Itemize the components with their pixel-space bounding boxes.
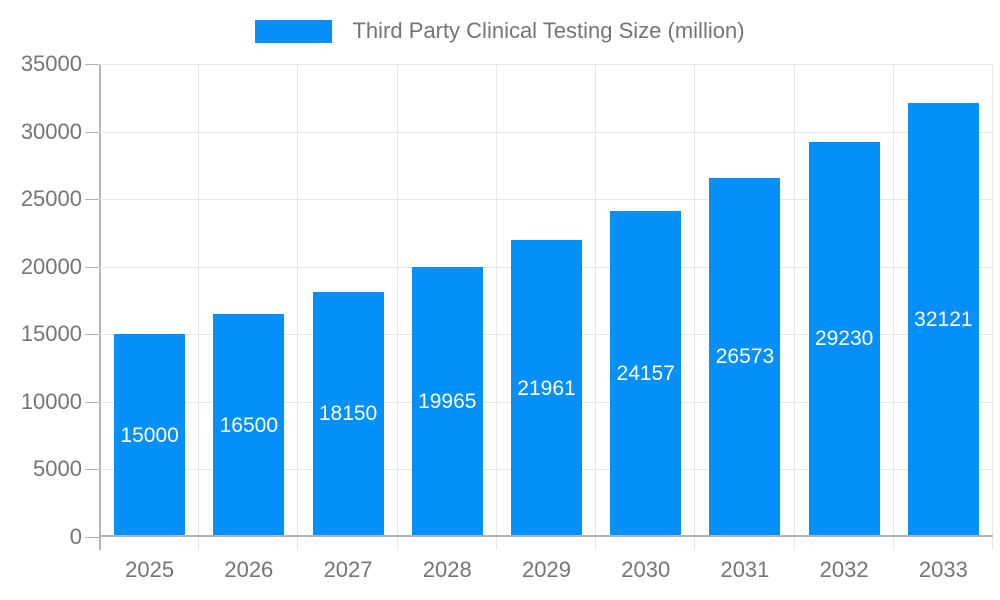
y-axis-tick (85, 401, 100, 403)
plot-area: 15000 16500 18150 19965 21961 24157 26573 29230… (100, 64, 993, 550)
x-axis-label: 2030 (621, 557, 671, 582)
bar-2029: 21961 (511, 240, 582, 537)
x-axis-label: 2025 (125, 557, 175, 582)
y-axis-label: 20000 (20, 253, 82, 279)
bar-value-label: 32121 (914, 307, 973, 331)
legend-label: Third Party Clinical Testing Size (milli… (352, 18, 745, 43)
h-gridline (100, 64, 993, 65)
y-axis-tick (85, 131, 100, 133)
v-gridline (297, 64, 299, 550)
bar-value-label: 29230 (814, 327, 874, 351)
y-axis-label: 15000 (20, 321, 82, 347)
v-gridline (892, 64, 894, 550)
bar-value-label: 19965 (418, 390, 477, 414)
legend-swatch (255, 19, 333, 43)
v-gridline (694, 64, 696, 550)
bar-2028: 19965 (411, 267, 483, 537)
v-gridline (793, 64, 795, 550)
y-axis-label: 35000 (20, 51, 82, 76)
y-axis-tick (85, 334, 100, 336)
bar-value-label: 15000 (120, 423, 179, 447)
x-axis-label: 2033 (918, 557, 968, 582)
y-axis-line (99, 64, 101, 550)
bar-2027: 18150 (312, 291, 384, 537)
y-axis-label: 30000 (20, 118, 82, 144)
chart-legend[interactable]: Third Party Clinical Testing Size (milli… (0, 18, 1000, 44)
v-gridline (595, 64, 597, 550)
y-axis-tick (85, 199, 100, 201)
bar-value-label: 26573 (715, 345, 775, 369)
y-axis-tick (85, 537, 100, 538)
y-axis-tick (85, 469, 100, 471)
y-axis-label: 0 (69, 524, 82, 549)
bar-2032: 29230 (808, 141, 880, 537)
v-gridline (495, 64, 497, 550)
bar-value-label: 16500 (219, 413, 279, 437)
bar-value-label: 21961 (517, 376, 576, 400)
bar-value-label: 18150 (318, 402, 378, 426)
bar-2026: 16500 (213, 314, 285, 537)
x-axis-line (100, 535, 993, 537)
y-axis-tick (85, 64, 100, 65)
x-axis-label: 2028 (422, 557, 472, 582)
y-axis-tick (85, 266, 100, 268)
bar-2030: 24157 (610, 210, 682, 537)
y-axis-label: 5000 (33, 456, 82, 482)
bar-2025: 15000 (114, 334, 186, 537)
y-axis-label: 25000 (20, 186, 82, 212)
y-axis-label: 10000 (20, 388, 82, 414)
h-gridline (100, 131, 993, 133)
v-gridline (992, 64, 993, 550)
bar-2033: 32121 (907, 102, 979, 537)
x-axis-label: 2027 (323, 557, 373, 582)
v-gridline (198, 64, 200, 550)
v-gridline (396, 64, 398, 550)
bar-value-label: 24157 (616, 361, 675, 385)
x-axis-label: 2031 (720, 557, 770, 582)
h-gridline (100, 199, 993, 201)
bar-2031: 26573 (709, 177, 781, 537)
x-axis-label: 2032 (819, 557, 869, 582)
x-axis-label: 2029 (522, 557, 571, 582)
x-axis-label: 2026 (224, 557, 274, 582)
